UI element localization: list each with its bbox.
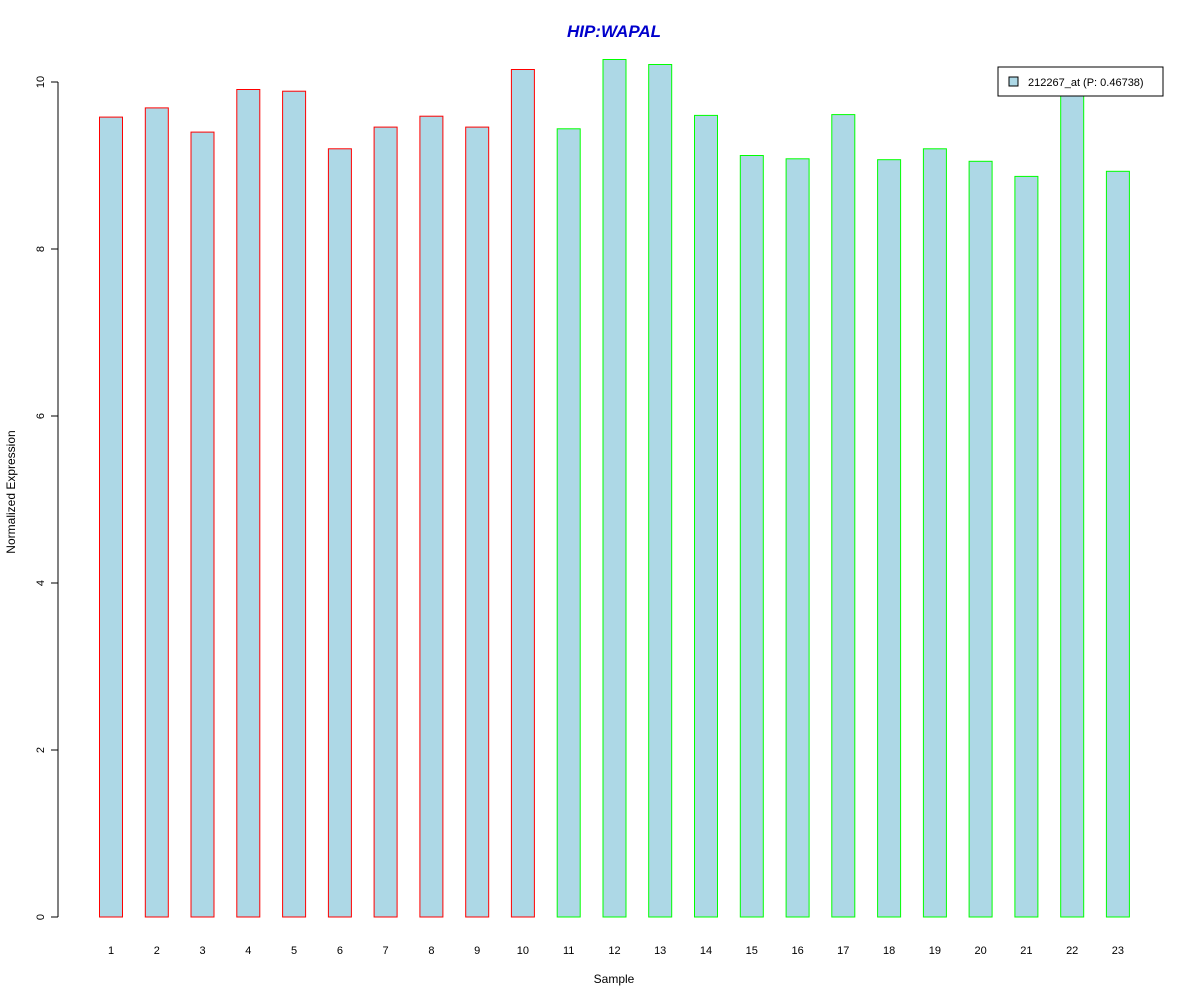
x-tick-label: 10 bbox=[517, 945, 529, 957]
bar-sample-19 bbox=[922, 148, 947, 918]
y-tick-label: 0 bbox=[35, 914, 47, 920]
x-tick-label: 19 bbox=[929, 945, 941, 957]
x-tick-label: 1 bbox=[108, 945, 114, 957]
legend-box bbox=[997, 66, 1164, 97]
bar-sample-9 bbox=[465, 126, 490, 918]
legend-swatch bbox=[1008, 76, 1019, 87]
y-tick-label: 8 bbox=[35, 246, 47, 252]
x-tick-label: 22 bbox=[1066, 945, 1078, 957]
y-tick-label: 2 bbox=[35, 747, 47, 753]
x-tick-label: 18 bbox=[883, 945, 895, 957]
x-tick-label: 3 bbox=[199, 945, 205, 957]
x-tick-label: 15 bbox=[746, 945, 758, 957]
x-tick-labels: 1 2 3 4 5 6 7 8 9 10 11 12 13 14 15 16 17 18 19 20 21 22 23 bbox=[108, 945, 1124, 957]
legend: 212267_at (P: 0.46738) bbox=[997, 66, 1164, 97]
bar-sample-5 bbox=[282, 90, 307, 918]
x-tick-label: 21 bbox=[1020, 945, 1032, 957]
x-tick-label: 5 bbox=[291, 945, 297, 957]
x-tick-label: 13 bbox=[654, 945, 666, 957]
x-tick-label: 11 bbox=[563, 945, 574, 957]
x-tick-label: 12 bbox=[608, 945, 620, 957]
bar-sample-12 bbox=[602, 59, 627, 918]
bar-sample-2 bbox=[144, 107, 169, 918]
bar-sample-18 bbox=[877, 159, 902, 918]
x-tick-label: 4 bbox=[245, 945, 251, 957]
bar-sample-1 bbox=[99, 116, 123, 918]
x-tick-label: 2 bbox=[154, 945, 160, 957]
bar-sample-20 bbox=[968, 160, 993, 918]
bar-sample-11 bbox=[556, 128, 581, 918]
x-tick-label: 17 bbox=[837, 945, 849, 957]
bar-sample-8 bbox=[419, 115, 444, 918]
x-axis-label: Sample bbox=[594, 972, 635, 986]
bar-sample-15 bbox=[739, 155, 764, 918]
bar-sample-16 bbox=[785, 158, 810, 918]
x-tick-label: 7 bbox=[383, 945, 389, 957]
x-tick-label: 20 bbox=[974, 945, 986, 957]
y-tick-label: 10 bbox=[35, 76, 47, 88]
legend-label: 212267_at (P: 0.46738) bbox=[1028, 77, 1144, 89]
x-tick-label: 6 bbox=[337, 945, 343, 957]
bar-sample-23 bbox=[1105, 170, 1130, 918]
x-tick-label: 14 bbox=[700, 945, 712, 957]
y-tick-label: 4 bbox=[35, 580, 47, 586]
bar-sample-14 bbox=[694, 114, 718, 918]
x-tick-label: 23 bbox=[1112, 945, 1124, 957]
bar-sample-3 bbox=[190, 131, 215, 918]
bar-sample-22 bbox=[1060, 92, 1085, 918]
bar-sample-13 bbox=[648, 64, 673, 918]
bar-sample-4 bbox=[236, 89, 261, 918]
x-tick-label: 8 bbox=[428, 945, 434, 957]
bar-sample-10 bbox=[510, 69, 535, 918]
y-tick-label: 6 bbox=[35, 413, 47, 419]
x-tick-label: 9 bbox=[474, 945, 480, 957]
bar-sample-21 bbox=[1014, 175, 1039, 918]
bar-sample-17 bbox=[831, 114, 856, 918]
x-tick-label: 16 bbox=[791, 945, 803, 957]
bar-sample-6 bbox=[327, 148, 352, 918]
bar-sample-7 bbox=[373, 126, 398, 918]
y-axis-label: Normalized Expression bbox=[4, 430, 18, 553]
chart-title: HIP:WAPAL bbox=[567, 22, 661, 41]
y-axis: 0 2 4 6 8 10 bbox=[35, 76, 59, 920]
bars bbox=[99, 59, 1130, 918]
